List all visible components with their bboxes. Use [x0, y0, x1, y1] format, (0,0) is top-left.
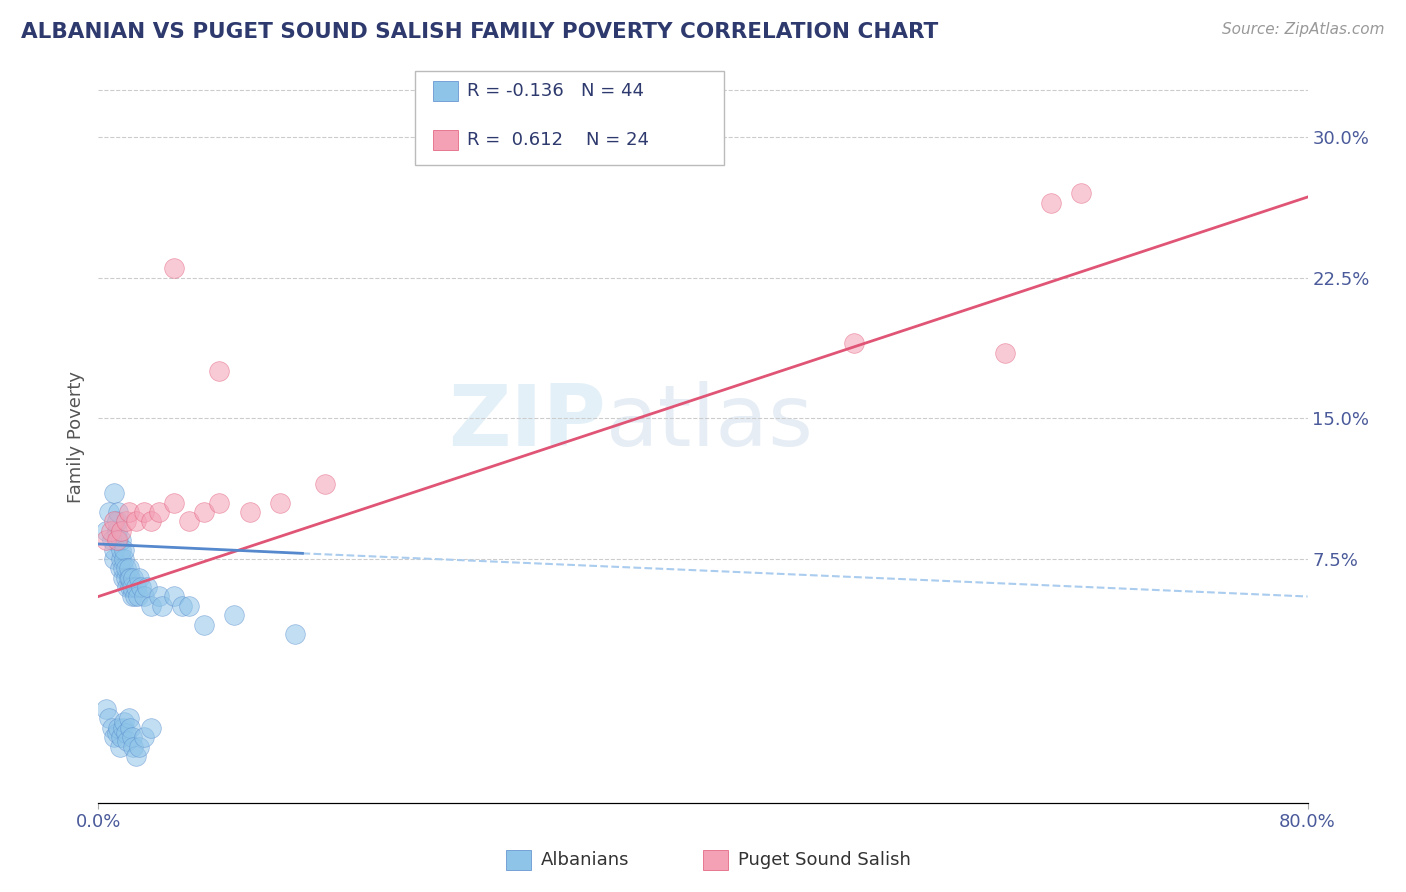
Point — [141, 721, 163, 735]
Point — [193, 617, 215, 632]
Point — [112, 715, 135, 730]
Point — [115, 580, 138, 594]
Point — [120, 721, 142, 735]
Point — [101, 533, 124, 548]
Point — [100, 524, 122, 538]
Point — [124, 590, 146, 604]
Point — [179, 599, 201, 613]
Point — [122, 571, 145, 585]
Point — [103, 542, 125, 557]
Point — [98, 711, 121, 725]
Point — [125, 748, 148, 763]
Text: Puget Sound Salish: Puget Sound Salish — [738, 851, 911, 869]
Point — [148, 590, 170, 604]
Point — [314, 477, 336, 491]
Point — [103, 515, 125, 529]
Point — [110, 524, 132, 538]
Point — [111, 561, 134, 575]
Point — [224, 608, 246, 623]
Point — [103, 730, 125, 744]
Point — [125, 580, 148, 594]
Point — [127, 590, 149, 604]
Point — [94, 524, 117, 538]
Y-axis label: Family Poverty: Family Poverty — [66, 371, 84, 503]
Point — [208, 364, 231, 378]
Point — [129, 580, 152, 594]
Text: R =  0.612    N = 24: R = 0.612 N = 24 — [467, 131, 648, 149]
Point — [1039, 195, 1062, 210]
Point — [269, 496, 291, 510]
Point — [118, 571, 141, 585]
Point — [141, 599, 163, 613]
Text: R = -0.136   N = 44: R = -0.136 N = 44 — [467, 82, 644, 100]
Point — [163, 590, 186, 604]
Point — [114, 571, 136, 585]
Point — [101, 721, 124, 735]
Point — [132, 730, 155, 744]
Point — [170, 599, 193, 613]
Point — [110, 552, 132, 566]
Point — [141, 515, 163, 529]
Text: ZIP: ZIP — [449, 381, 606, 464]
Point — [105, 524, 128, 538]
Point — [103, 552, 125, 566]
Point — [107, 533, 129, 548]
Point — [179, 515, 201, 529]
Text: ALBANIAN VS PUGET SOUND SALISH FAMILY POVERTY CORRELATION CHART: ALBANIAN VS PUGET SOUND SALISH FAMILY PO… — [21, 22, 938, 42]
Point — [208, 496, 231, 510]
Point — [110, 730, 132, 744]
Point — [120, 580, 142, 594]
Point — [122, 739, 145, 754]
Point — [94, 533, 117, 548]
Point — [121, 590, 143, 604]
Point — [107, 721, 129, 735]
Point — [110, 533, 132, 548]
Point — [118, 561, 141, 575]
Point — [111, 571, 134, 585]
Point — [114, 561, 136, 575]
Point — [105, 726, 128, 740]
Point — [135, 580, 157, 594]
Point — [121, 580, 143, 594]
Point — [103, 486, 125, 500]
Point — [1070, 186, 1092, 201]
Point — [125, 515, 148, 529]
Point — [128, 739, 150, 754]
Point — [994, 345, 1017, 359]
Point — [112, 542, 135, 557]
Point — [110, 542, 132, 557]
Point — [94, 702, 117, 716]
Point — [121, 730, 143, 744]
Point — [132, 590, 155, 604]
Point — [150, 599, 173, 613]
Point — [98, 505, 121, 519]
Point — [108, 739, 131, 754]
Point — [114, 515, 136, 529]
Point — [114, 726, 136, 740]
Point — [105, 533, 128, 548]
Point — [118, 711, 141, 725]
Point — [128, 571, 150, 585]
Point — [107, 505, 129, 519]
Point — [118, 505, 141, 519]
Point — [115, 734, 138, 748]
Point — [163, 496, 186, 510]
Point — [111, 721, 134, 735]
Point — [105, 515, 128, 529]
Point — [120, 571, 142, 585]
Point — [132, 505, 155, 519]
Point — [163, 261, 186, 276]
Point — [193, 505, 215, 519]
Text: Source: ZipAtlas.com: Source: ZipAtlas.com — [1222, 22, 1385, 37]
Text: Albanians: Albanians — [541, 851, 630, 869]
Text: atlas: atlas — [606, 381, 814, 464]
Point — [844, 336, 866, 351]
Point — [112, 552, 135, 566]
Point — [239, 505, 262, 519]
Point — [108, 561, 131, 575]
Point — [284, 627, 307, 641]
Point — [148, 505, 170, 519]
